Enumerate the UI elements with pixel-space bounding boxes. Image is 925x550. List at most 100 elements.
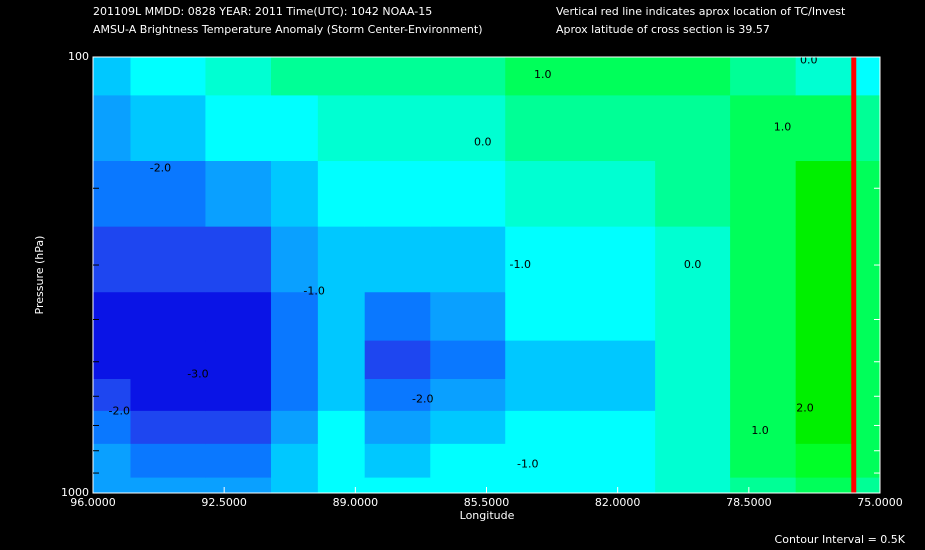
contour-cell [851, 292, 881, 342]
contour-cell [317, 340, 366, 380]
contour-cell [580, 57, 656, 96]
contour-cell [130, 292, 206, 342]
contour-cell [317, 95, 366, 162]
contour-label: -3.0 [187, 368, 208, 381]
contour-cell [505, 95, 581, 162]
contour-cell [271, 443, 319, 479]
contour-cell [130, 57, 206, 96]
contour-cell [655, 340, 731, 380]
contour-cell [851, 226, 881, 293]
contour-label: 2.0 [796, 401, 814, 414]
contour-cell [93, 57, 131, 96]
contour-cell [580, 410, 656, 445]
contour-cell [317, 161, 366, 228]
contour-cell [795, 410, 853, 445]
contour-cell [795, 340, 853, 380]
contour-label: 1.0 [774, 120, 792, 133]
contour-label: 0.0 [684, 258, 702, 271]
y-axis-label: Pressure (hPa) [33, 236, 46, 315]
contour-cell [93, 226, 131, 293]
contour-cell [730, 477, 797, 494]
contour-cell [317, 292, 366, 342]
contour-cell [795, 443, 853, 479]
contour-label: -2.0 [412, 392, 433, 405]
contour-cell [271, 292, 319, 342]
contour-cell [93, 340, 131, 380]
contour-cell [430, 95, 506, 162]
contour-cell [93, 443, 131, 479]
footer: Contour Interval = 0.5K [775, 533, 906, 546]
contour-cell [364, 95, 431, 162]
contour-cell [505, 340, 581, 380]
contour-cell [795, 161, 853, 228]
contour-cell [655, 477, 731, 494]
contour-cell [271, 161, 319, 228]
contour-cell [130, 379, 206, 412]
contour-cell [580, 95, 656, 162]
contour-cell [364, 340, 431, 380]
contour-cell [730, 226, 797, 293]
contour-cell [795, 292, 853, 342]
contour-cell [130, 226, 206, 293]
contour-cell [851, 379, 881, 412]
contour-cell [580, 161, 656, 228]
contour-cell [364, 226, 431, 293]
contour-cell [205, 443, 272, 479]
contour-cell [205, 57, 272, 96]
contour-label: -1.0 [509, 258, 530, 271]
x-axis-label: Longitude [460, 509, 515, 522]
contour-cell [130, 161, 206, 228]
contour-label: -2.0 [108, 404, 129, 417]
contour-cell [505, 161, 581, 228]
contour-cell [364, 161, 431, 228]
x-tick-label: 75.0000 [857, 496, 903, 509]
contour-cell [505, 292, 581, 342]
contour-cell [580, 340, 656, 380]
contour-cell [205, 477, 272, 494]
contour-label: 1.0 [751, 424, 769, 437]
contour-cell [505, 379, 581, 412]
contour-cell [364, 477, 431, 494]
contour-label: 0.0 [800, 54, 818, 67]
contour-cell [655, 410, 731, 445]
contour-cell [271, 226, 319, 293]
contour-cell [795, 226, 853, 293]
contour-cell [851, 340, 881, 380]
contour-cell [580, 477, 656, 494]
contour-cell [655, 379, 731, 412]
contour-cell [505, 226, 581, 293]
contour-cell [505, 410, 581, 445]
header-line: 201109L MMDD: 0828 YEAR: 2011 Time(UTC):… [93, 5, 432, 18]
contour-cell [580, 292, 656, 342]
contour-label: -2.0 [150, 161, 171, 174]
contour-cell [730, 379, 797, 412]
contour-cell [430, 410, 506, 445]
contour-cell [93, 161, 131, 228]
contour-cell [364, 57, 431, 96]
contour-label: -1.0 [303, 284, 324, 297]
x-tick-label: 78.5000 [726, 496, 772, 509]
contour-cell [205, 379, 272, 412]
contour-cell [130, 410, 206, 445]
contour-cell [851, 477, 881, 494]
contour-cell [205, 95, 272, 162]
contour-cell [430, 161, 506, 228]
contour-cell [505, 443, 581, 479]
contour-cell [795, 477, 853, 494]
contour-cell [430, 57, 506, 96]
note-line: Aprox latitude of cross section is 39.57 [556, 23, 770, 36]
contour-cell [205, 410, 272, 445]
contour-cell [795, 379, 853, 412]
contour-label: -1.0 [517, 457, 538, 470]
contour-cell [271, 57, 319, 96]
contour-cell [655, 226, 731, 293]
contour-cell [730, 340, 797, 380]
contour-cell [730, 443, 797, 479]
contour-cell [655, 161, 731, 228]
x-tick-label: 85.5000 [464, 496, 510, 509]
x-tick-label: 82.0000 [595, 496, 641, 509]
contour-cell [580, 379, 656, 412]
contour-cell [93, 95, 131, 162]
note-line: Vertical red line indicates aprox locati… [556, 5, 846, 18]
contour-cell [795, 95, 853, 162]
